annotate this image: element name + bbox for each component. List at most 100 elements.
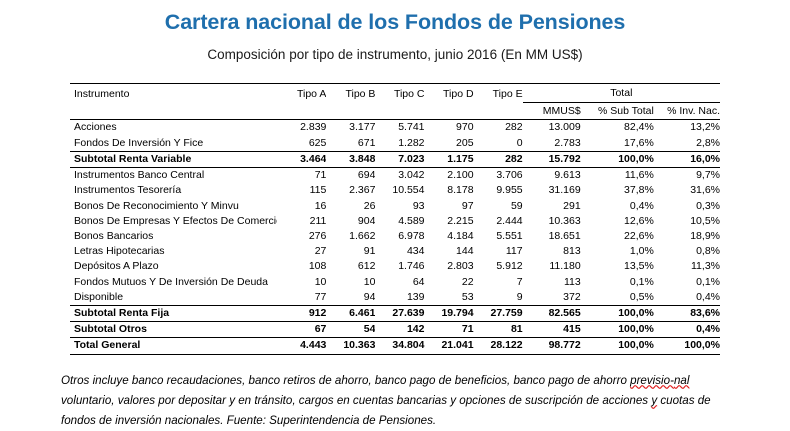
cell-tipo-a: 211	[309, 214, 327, 227]
cell-tipo-a: 67	[277, 321, 327, 339]
cell-tipo-b: 904	[357, 214, 376, 227]
cell-tipo-b: 694	[357, 169, 376, 182]
table-row: Fondos De Inversión Y Fice 625 671 1.282 205…	[70, 136, 720, 152]
cell-mmus: 9.613	[554, 169, 581, 182]
cell-tipo-d: 22	[461, 275, 474, 288]
cell-tipo-c: 142	[375, 321, 425, 339]
cell-tipo-c: 27.639	[375, 304, 425, 323]
cell-pct-sub: 100,0%	[580, 337, 654, 355]
cell-tipo-d: 19.794	[424, 304, 474, 323]
cell-tipo-b: 10.363	[326, 337, 376, 355]
cell-tipo-e: 9.955	[496, 184, 523, 197]
cell-tipo-d: 71	[424, 321, 474, 339]
row-label: Bonos De Empresas Y Efectos De Comercio	[74, 214, 278, 227]
table-header-row-top: Instrumento Tipo A Tipo B Tipo C Tipo D …	[70, 83, 720, 104]
row-label: Bonos De Reconocimiento Y Minvu	[74, 199, 239, 212]
cell-tipo-d: 21.041	[424, 337, 474, 355]
cell-mmus: 813	[563, 245, 581, 258]
cell-tipo-e: 27.759	[473, 304, 523, 323]
table-row: Bonos De Reconocimiento Y Minvu 16 26 93 97 5…	[70, 199, 720, 214]
cell-tipo-a: 16	[314, 199, 327, 212]
cell-pct-sub: 0,1%	[629, 275, 654, 288]
cell-tipo-b: 54	[326, 321, 376, 339]
cell-tipo-c: 64	[412, 275, 425, 288]
cell-tipo-c: 1.282	[398, 136, 425, 149]
cell-pct-sub: 0,5%	[629, 290, 654, 303]
cell-pct-inv: 0,1%	[696, 275, 720, 288]
row-label: Bonos Bancarios	[74, 229, 154, 242]
cell-tipo-c: 93	[412, 199, 425, 212]
table-row: Total General 4.443 10.363 34.804 21.041 28.1…	[70, 337, 720, 355]
column-header-tipo-e: Tipo E	[473, 83, 523, 103]
cell-mmus: 11.180	[549, 260, 581, 273]
cell-tipo-a: 71	[314, 169, 327, 182]
cell-pct-inv: 18,9%	[690, 229, 720, 242]
cell-tipo-c: 34.804	[375, 337, 425, 355]
cell-tipo-e: 282	[505, 121, 523, 134]
cell-tipo-c: 5.741	[398, 121, 425, 134]
cell-tipo-e: 7	[516, 275, 523, 288]
column-header-tipo-c: Tipo C	[375, 83, 425, 103]
table-row: Bonos De Empresas Y Efectos De Comercio 2…	[70, 214, 720, 229]
page-subtitle: Composición por tipo de instrumento, jun…	[207, 46, 583, 62]
cell-tipo-e: 81	[473, 321, 523, 339]
column-header-mmus: MMUS$	[522, 102, 581, 121]
cell-tipo-b: 612	[357, 260, 376, 273]
cell-tipo-c: 4.589	[398, 214, 425, 227]
page-title: Cartera nacional de los Fondos de Pensio…	[164, 10, 626, 34]
cell-tipo-a: 10	[314, 275, 327, 288]
cell-tipo-d: 205	[456, 136, 474, 149]
cell-pct-inv: 11,3%	[691, 260, 720, 273]
portfolio-table: Instrumento Tipo A Tipo B Tipo C Tipo D …	[70, 83, 720, 355]
cell-tipo-a: 27	[314, 245, 327, 258]
cell-pct-sub: 1,0%	[629, 245, 654, 258]
cell-tipo-c: 139	[406, 290, 425, 303]
cell-tipo-a: 77	[314, 290, 327, 303]
cell-tipo-e: 5.912	[496, 260, 523, 273]
cell-tipo-b: 10	[363, 275, 376, 288]
cell-pct-sub: 0,4%	[629, 199, 654, 212]
table-row: Disponible 77 94 139 53 9 372 0,5% 0,4%	[70, 290, 720, 306]
table-row: Subtotal Renta Fija 912 6.461 27.639 19.794 2…	[70, 304, 720, 323]
table-row: Instrumentos Tesorería 115 2.367 10.554 8.17…	[70, 183, 720, 198]
cell-tipo-d: 97	[461, 199, 474, 212]
cell-tipo-c: 10.554	[392, 184, 425, 197]
row-label: Disponible	[74, 290, 124, 303]
cell-tipo-d: 1.175	[424, 150, 474, 169]
column-header-instrumento: Instrumento	[70, 83, 278, 103]
cell-pct-inv: 16,0%	[653, 150, 720, 169]
cell-mmus: 31.169	[548, 184, 581, 197]
column-subheader-spacer-a	[277, 102, 327, 121]
table-row: Fondos Mutuos Y De Inversión De Deuda 10 1…	[70, 275, 720, 290]
cell-tipo-a: 912	[277, 304, 327, 323]
cell-tipo-d: 8.178	[447, 184, 474, 197]
cell-mmus: 82.565	[522, 304, 581, 323]
cell-mmus: 13.009	[548, 121, 581, 134]
portfolio-table-container: Instrumento Tipo A Tipo B Tipo C Tipo D …	[70, 83, 720, 355]
cell-mmus: 18.651	[548, 229, 581, 242]
row-label: Subtotal Renta Variable	[70, 150, 278, 169]
cell-pct-inv: 0,3%	[696, 199, 720, 212]
cell-tipo-d: 2.215	[447, 214, 474, 227]
row-label: Instrumentos Banco Central	[74, 169, 205, 182]
cell-tipo-b: 3.177	[349, 121, 376, 134]
cell-pct-sub: 100,0%	[580, 150, 654, 169]
cell-mmus: 15.792	[522, 150, 581, 169]
cell-tipo-c: 3.042	[398, 169, 425, 182]
cell-pct-inv: 0,8%	[696, 245, 720, 258]
cell-tipo-a: 108	[308, 260, 327, 273]
row-label: Instrumentos Tesorería	[74, 184, 182, 197]
cell-mmus: 291	[563, 199, 581, 212]
column-subheader-spacer-instrumento	[70, 102, 278, 121]
cell-tipo-b: 94	[363, 290, 376, 303]
row-label: Subtotal Renta Fija	[70, 304, 278, 323]
cell-mmus: 98.772	[522, 337, 581, 355]
table-header: Instrumento Tipo A Tipo B Tipo C Tipo D …	[70, 83, 720, 121]
cell-tipo-c: 6.978	[398, 229, 425, 242]
cell-tipo-e: 3.706	[496, 169, 523, 182]
cell-tipo-b: 3.848	[326, 150, 376, 169]
footnote-text-part2: voluntario, valores por depositar y en t…	[61, 393, 652, 407]
footnote: Otros incluye banco recaudaciones, banco…	[61, 371, 729, 431]
cell-tipo-a: 276	[308, 229, 327, 242]
cell-tipo-b: 1.662	[349, 229, 376, 242]
